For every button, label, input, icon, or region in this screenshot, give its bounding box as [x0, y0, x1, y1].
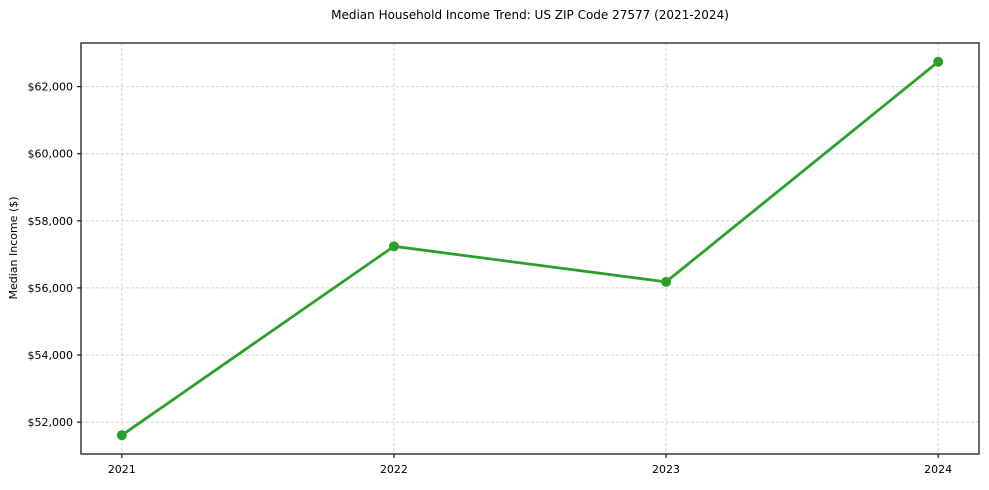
chart-title: Median Household Income Trend: US ZIP Co…	[331, 8, 729, 22]
y-tick-label: $52,000	[28, 416, 74, 429]
y-tick-label: $56,000	[28, 282, 74, 295]
data-point	[388, 241, 399, 252]
x-tick-label: 2023	[652, 463, 680, 476]
x-tick-label: 2022	[380, 463, 408, 476]
x-tick-label: 2021	[108, 463, 136, 476]
y-axis-label: Median Income ($)	[7, 196, 20, 299]
x-tick-label: 2024	[924, 463, 952, 476]
trend-line	[120, 60, 940, 437]
y-tick-label: $62,000	[28, 81, 74, 94]
y-tick-label: $58,000	[28, 215, 74, 228]
data-point	[661, 276, 672, 287]
y-tick-label: $54,000	[28, 349, 74, 362]
data-point	[933, 56, 944, 67]
plot-border	[80, 42, 980, 455]
y-tick-label: $60,000	[28, 148, 74, 161]
data-point	[116, 430, 127, 441]
